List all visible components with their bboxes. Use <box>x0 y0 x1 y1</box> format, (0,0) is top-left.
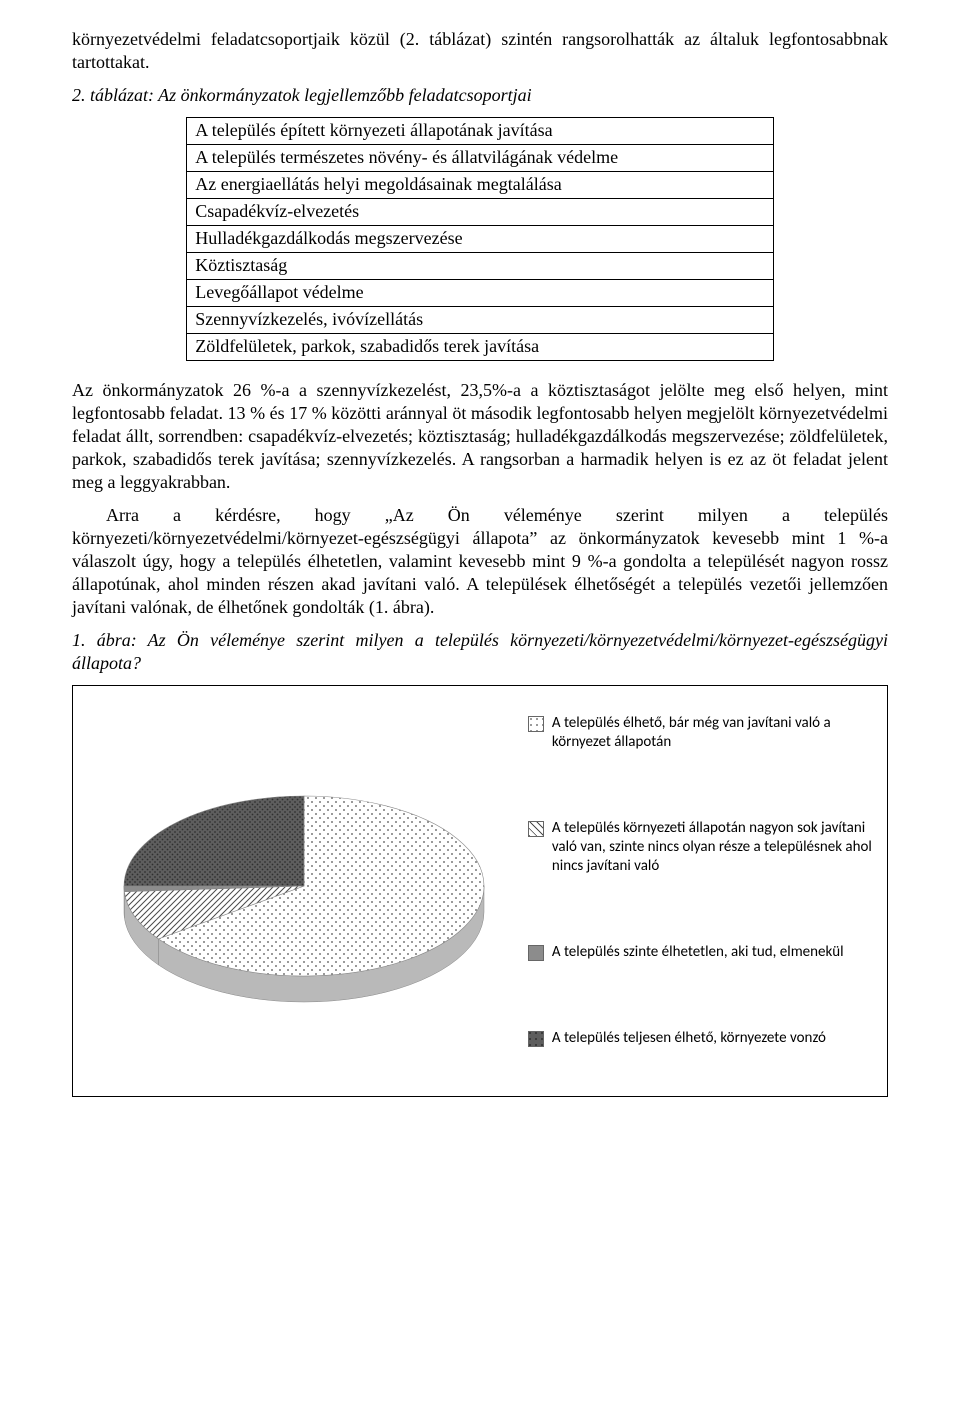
table-cell: A település természetes növény- és állat… <box>187 145 774 172</box>
table-cell: Köztisztaság <box>187 252 774 279</box>
legend-swatch <box>528 1031 544 1047</box>
table-row: A település épített környezeti állapotán… <box>187 118 774 145</box>
table-cell: Levegőállapot védelme <box>187 279 774 306</box>
legend-swatch <box>528 945 544 961</box>
pie-chart-svg <box>94 736 514 1056</box>
legend-label: A település teljesen élhető, környezete … <box>552 1029 879 1048</box>
figure-1: A település élhető, bár még van javítani… <box>72 685 888 1097</box>
table-cell: Az energiaellátás helyi megoldásainak me… <box>187 172 774 199</box>
legend-label: A település környezeti állapotán nagyon … <box>552 819 879 875</box>
task-groups-table: A település épített környezeti állapotán… <box>186 117 774 361</box>
table-cell: Szennyvízkezelés, ivóvízellátás <box>187 306 774 333</box>
legend-item: A település teljesen élhető, környezete … <box>528 1029 879 1048</box>
legend-label: A település szinte élhetetlen, aki tud, … <box>552 943 879 962</box>
table-row: Zöldfelületek, parkok, szabadidős terek … <box>187 333 774 360</box>
table-cell: A település épített környezeti állapotán… <box>187 118 774 145</box>
table-row: Az energiaellátás helyi megoldásainak me… <box>187 172 774 199</box>
table-cell: Csapadékvíz-elvezetés <box>187 198 774 225</box>
chart-legend: A település élhető, bár még van javítani… <box>528 704 885 1088</box>
pie-chart <box>81 704 528 1088</box>
legend-label: A település élhető, bár még van javítani… <box>552 714 879 752</box>
table-cell: Zöldfelületek, parkok, szabadidős terek … <box>187 333 774 360</box>
figure-caption: 1. ábra: Az Ön véleménye szerint milyen … <box>72 629 888 675</box>
table-row: A település természetes növény- és állat… <box>187 145 774 172</box>
table-row: Szennyvízkezelés, ivóvízellátás <box>187 306 774 333</box>
body-paragraph-1: Az önkormányzatok 26 %-a a szennyvízkeze… <box>72 379 888 494</box>
table-caption: 2. táblázat: Az önkormányzatok legjellem… <box>72 84 888 107</box>
legend-item: A település környezeti állapotán nagyon … <box>528 819 879 875</box>
table-row: Levegőállapot védelme <box>187 279 774 306</box>
legend-swatch <box>528 821 544 837</box>
table-row: Köztisztaság <box>187 252 774 279</box>
legend-item: A település szinte élhetetlen, aki tud, … <box>528 943 879 962</box>
table-row: Csapadékvíz-elvezetés <box>187 198 774 225</box>
body-paragraph-2: Arra a kérdésre, hogy „Az Ön véleménye s… <box>72 504 888 619</box>
legend-item: A település élhető, bár még van javítani… <box>528 714 879 752</box>
table-cell: Hulladékgazdálkodás megszervezése <box>187 225 774 252</box>
intro-paragraph: környezetvédelmi feladatcsoportjaik közü… <box>72 28 888 74</box>
legend-swatch <box>528 716 544 732</box>
table-row: Hulladékgazdálkodás megszervezése <box>187 225 774 252</box>
